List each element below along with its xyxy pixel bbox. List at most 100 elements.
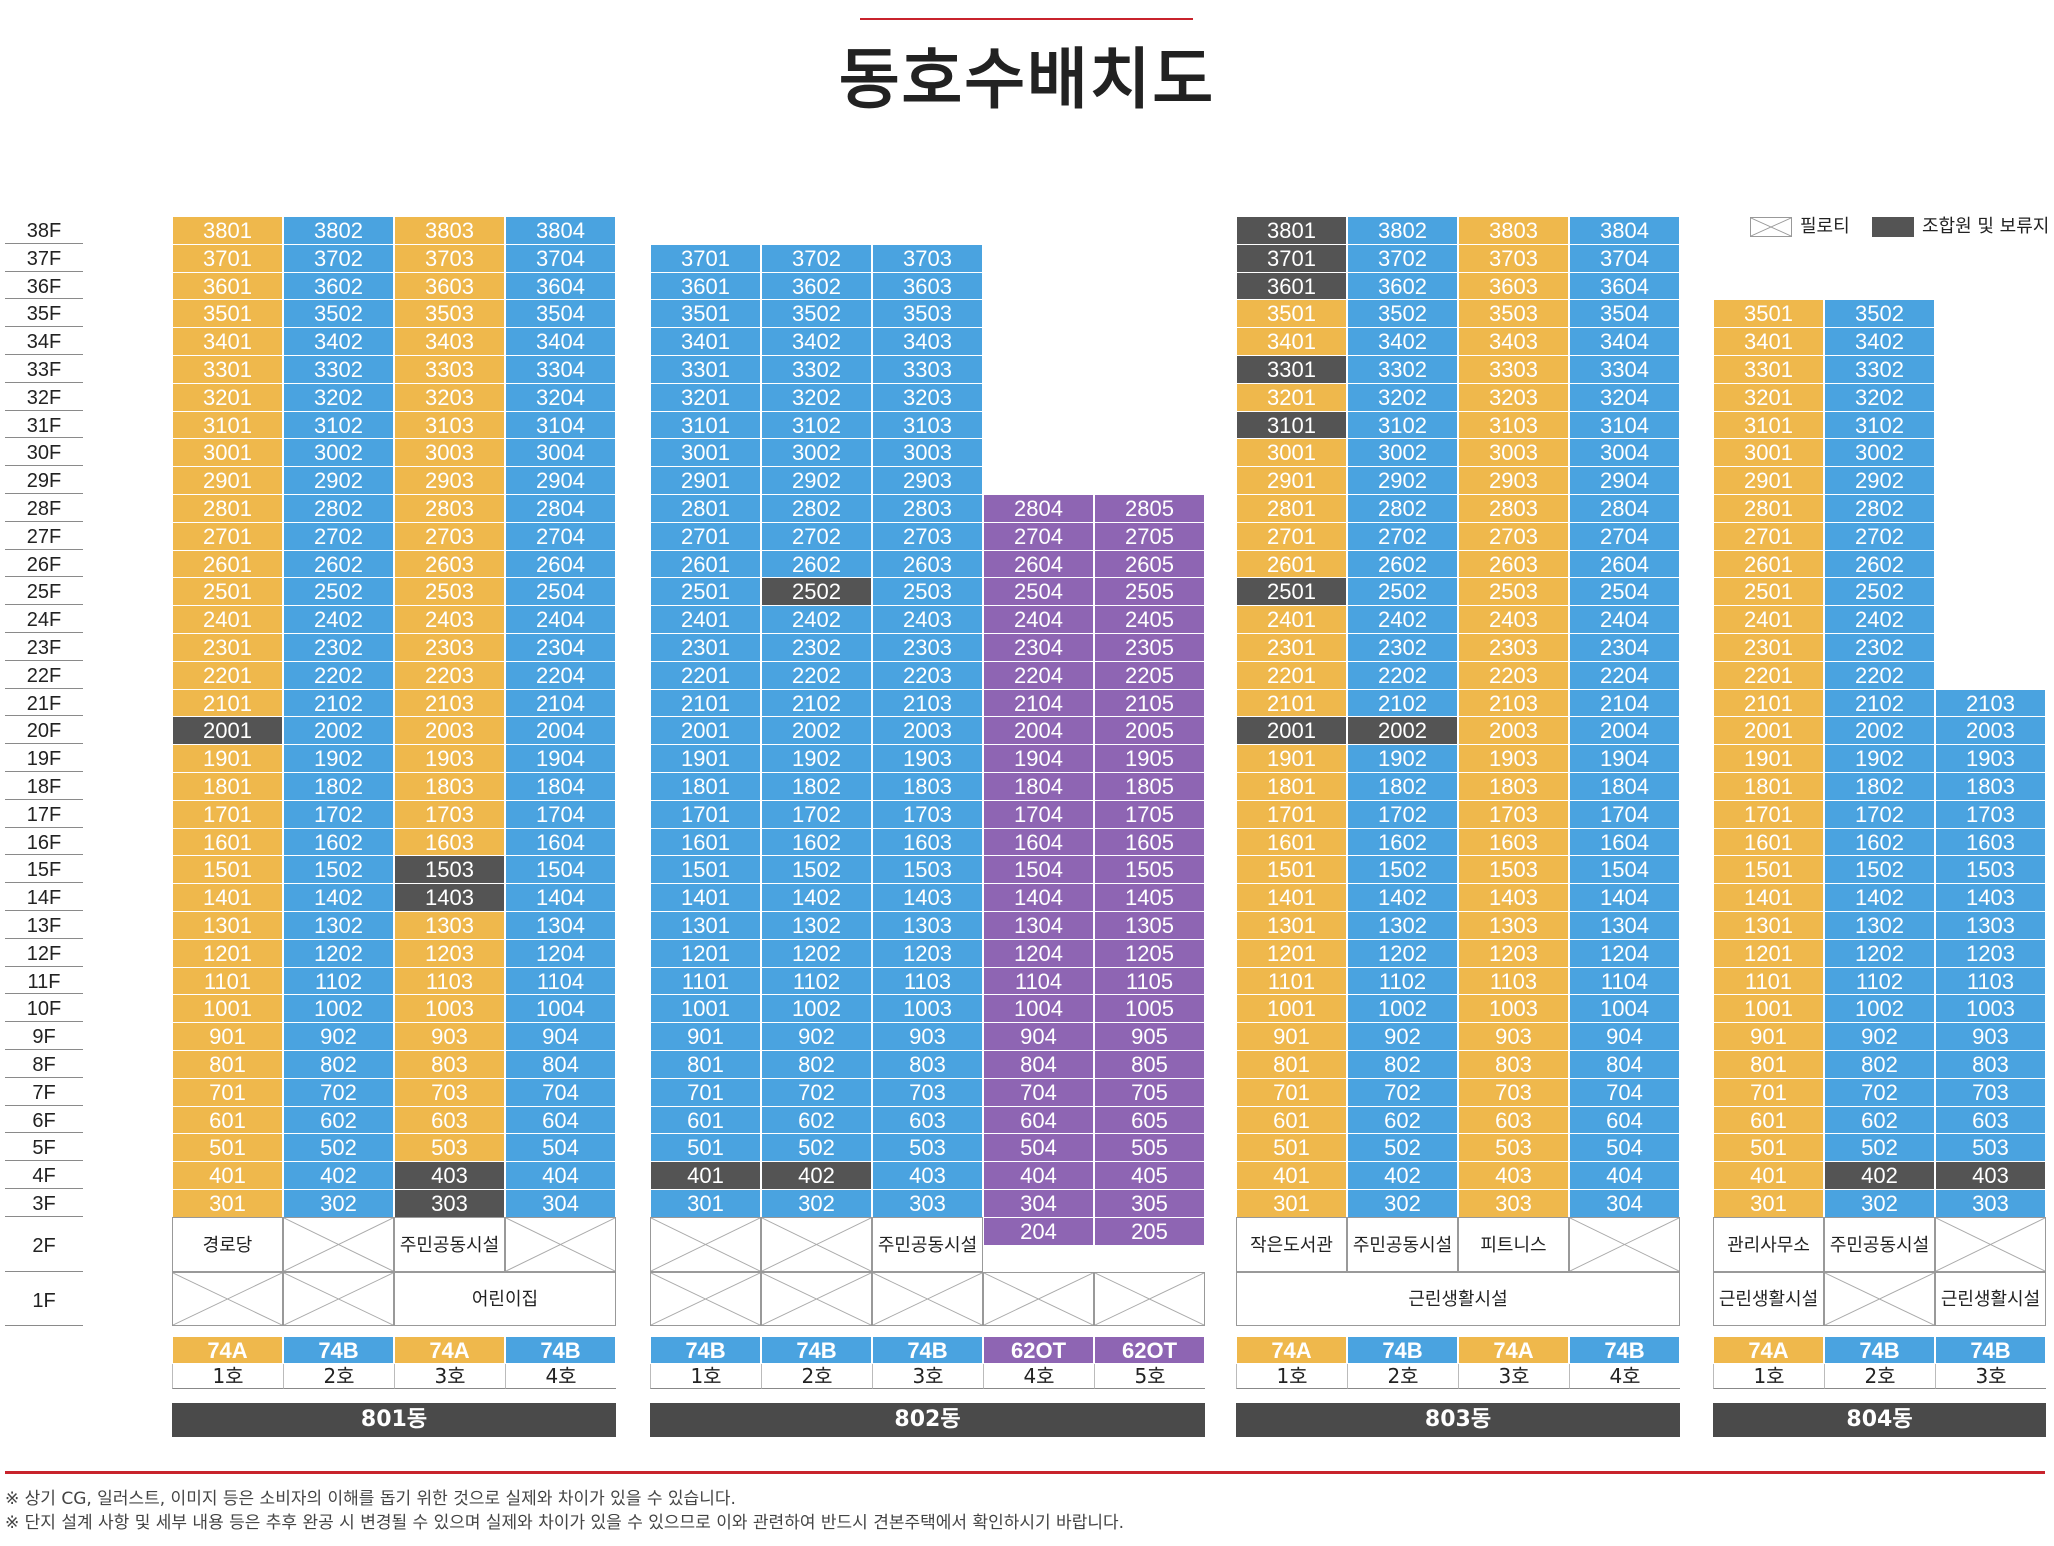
unit-cell[interactable]: 2001 — [1713, 716, 1824, 746]
unit-cell[interactable]: 2405 — [1094, 605, 1205, 634]
unit-cell[interactable]: 402 — [761, 1161, 872, 1190]
unit-cell[interactable]: 2102 — [1824, 688, 1935, 718]
unit-cell[interactable]: 2502 — [283, 577, 394, 607]
unit-cell[interactable]: 3302 — [1824, 355, 1935, 384]
unit-cell[interactable]: 302 — [761, 1189, 872, 1218]
unit-cell[interactable]: 3402 — [283, 327, 394, 356]
unit-cell[interactable]: 3704 — [505, 243, 616, 273]
unit-cell[interactable]: 501 — [1713, 1133, 1824, 1163]
unit-cell[interactable]: 502 — [283, 1133, 394, 1163]
unit-cell[interactable]: 3703 — [394, 243, 505, 273]
unit-cell[interactable]: 2601 — [1713, 549, 1824, 579]
unit-cell[interactable]: 902 — [1824, 1022, 1935, 1051]
unit-cell[interactable]: 3803 — [394, 216, 505, 245]
unit-cell[interactable]: 2603 — [872, 549, 983, 579]
unit-cell[interactable]: 703 — [394, 1077, 505, 1107]
unit-cell[interactable]: 1804 — [983, 772, 1094, 801]
unit-cell[interactable]: 2301 — [1713, 633, 1824, 662]
unit-cell[interactable]: 2903 — [1458, 466, 1569, 495]
unit-cell[interactable]: 1701 — [650, 799, 761, 829]
unit-cell[interactable]: 802 — [761, 1050, 872, 1079]
unit-cell[interactable]: 605 — [1094, 1105, 1205, 1135]
unit-cell[interactable]: 2705 — [1094, 521, 1205, 551]
unit-cell[interactable]: 2003 — [1458, 716, 1569, 746]
unit-cell[interactable]: 1604 — [505, 827, 616, 857]
unit-cell[interactable]: 705 — [1094, 1077, 1205, 1107]
unit-cell[interactable]: 1201 — [1713, 938, 1824, 968]
unit-cell[interactable]: 801 — [1713, 1050, 1824, 1079]
unit-cell[interactable]: 3603 — [872, 271, 983, 301]
unit-cell[interactable]: 901 — [650, 1022, 761, 1051]
unit-cell[interactable]: 2803 — [872, 494, 983, 523]
unit-cell[interactable]: 1505 — [1094, 855, 1205, 885]
unit-cell[interactable]: 1905 — [1094, 744, 1205, 773]
unit-cell[interactable]: 2902 — [1347, 466, 1458, 495]
unit-cell[interactable]: 1301 — [650, 911, 761, 940]
unit-cell[interactable]: 2101 — [1236, 688, 1347, 718]
unit-cell[interactable]: 3502 — [761, 299, 872, 329]
unit-cell[interactable]: 1504 — [505, 855, 616, 885]
unit-cell[interactable]: 2003 — [872, 716, 983, 746]
unit-cell[interactable]: 2103 — [1935, 688, 2046, 718]
unit-cell[interactable]: 1704 — [505, 799, 616, 829]
unit-cell[interactable]: 2104 — [1569, 688, 1680, 718]
unit-cell[interactable]: 2201 — [1236, 660, 1347, 690]
unit-cell[interactable]: 1303 — [1458, 911, 1569, 940]
unit-cell[interactable]: 1204 — [505, 938, 616, 968]
unit-cell[interactable]: 1803 — [394, 772, 505, 801]
unit-cell[interactable]: 2702 — [283, 521, 394, 551]
unit-cell[interactable]: 2404 — [1569, 605, 1680, 634]
unit-cell[interactable]: 1803 — [872, 772, 983, 801]
unit-cell[interactable]: 301 — [1236, 1189, 1347, 1218]
unit-cell[interactable]: 1801 — [172, 772, 283, 801]
unit-cell[interactable]: 303 — [872, 1189, 983, 1218]
unit-cell[interactable]: 603 — [1458, 1105, 1569, 1135]
unit-cell[interactable]: 603 — [872, 1105, 983, 1135]
unit-cell[interactable]: 1203 — [872, 938, 983, 968]
unit-cell[interactable]: 2801 — [1713, 494, 1824, 523]
unit-cell[interactable]: 3302 — [1347, 355, 1458, 384]
unit-cell[interactable]: 2602 — [283, 549, 394, 579]
unit-cell[interactable]: 3503 — [872, 299, 983, 329]
unit-cell[interactable]: 3203 — [872, 382, 983, 412]
unit-cell[interactable]: 1804 — [1569, 772, 1680, 801]
unit-cell[interactable]: 2501 — [172, 577, 283, 607]
unit-cell[interactable]: 901 — [1236, 1022, 1347, 1051]
unit-cell[interactable]: 3201 — [650, 382, 761, 412]
unit-cell[interactable]: 2802 — [283, 494, 394, 523]
unit-cell[interactable]: 2501 — [1236, 577, 1347, 607]
unit-cell[interactable]: 205 — [1094, 1216, 1205, 1246]
unit-cell[interactable]: 1102 — [761, 966, 872, 996]
unit-cell[interactable]: 1002 — [1347, 994, 1458, 1024]
unit-cell[interactable]: 1404 — [505, 883, 616, 912]
unit-cell[interactable]: 2502 — [1347, 577, 1458, 607]
unit-cell[interactable]: 3101 — [1236, 410, 1347, 440]
unit-cell[interactable]: 2601 — [1236, 549, 1347, 579]
unit-cell[interactable]: 702 — [1347, 1077, 1458, 1107]
unit-cell[interactable]: 3002 — [1824, 438, 1935, 468]
unit-cell[interactable]: 2102 — [1347, 688, 1458, 718]
unit-cell[interactable]: 1602 — [1347, 827, 1458, 857]
unit-cell[interactable]: 501 — [1236, 1133, 1347, 1163]
unit-cell[interactable]: 604 — [983, 1105, 1094, 1135]
unit-cell[interactable]: 2303 — [394, 633, 505, 662]
unit-cell[interactable]: 2602 — [1347, 549, 1458, 579]
unit-cell[interactable]: 3201 — [172, 382, 283, 412]
unit-cell[interactable]: 3301 — [1713, 355, 1824, 384]
unit-cell[interactable]: 3802 — [283, 216, 394, 245]
unit-cell[interactable]: 1802 — [1347, 772, 1458, 801]
unit-cell[interactable]: 2004 — [505, 716, 616, 746]
unit-cell[interactable]: 3403 — [394, 327, 505, 356]
unit-cell[interactable]: 2101 — [650, 688, 761, 718]
unit-cell[interactable]: 1202 — [761, 938, 872, 968]
unit-cell[interactable]: 3703 — [872, 243, 983, 273]
unit-cell[interactable]: 3101 — [650, 410, 761, 440]
unit-cell[interactable]: 2102 — [761, 688, 872, 718]
unit-cell[interactable]: 2901 — [1713, 466, 1824, 495]
unit-cell[interactable]: 1104 — [983, 966, 1094, 996]
unit-cell[interactable]: 3803 — [1458, 216, 1569, 245]
unit-cell[interactable]: 704 — [1569, 1077, 1680, 1107]
unit-cell[interactable]: 1304 — [505, 911, 616, 940]
unit-cell[interactable]: 2301 — [172, 633, 283, 662]
unit-cell[interactable]: 702 — [283, 1077, 394, 1107]
